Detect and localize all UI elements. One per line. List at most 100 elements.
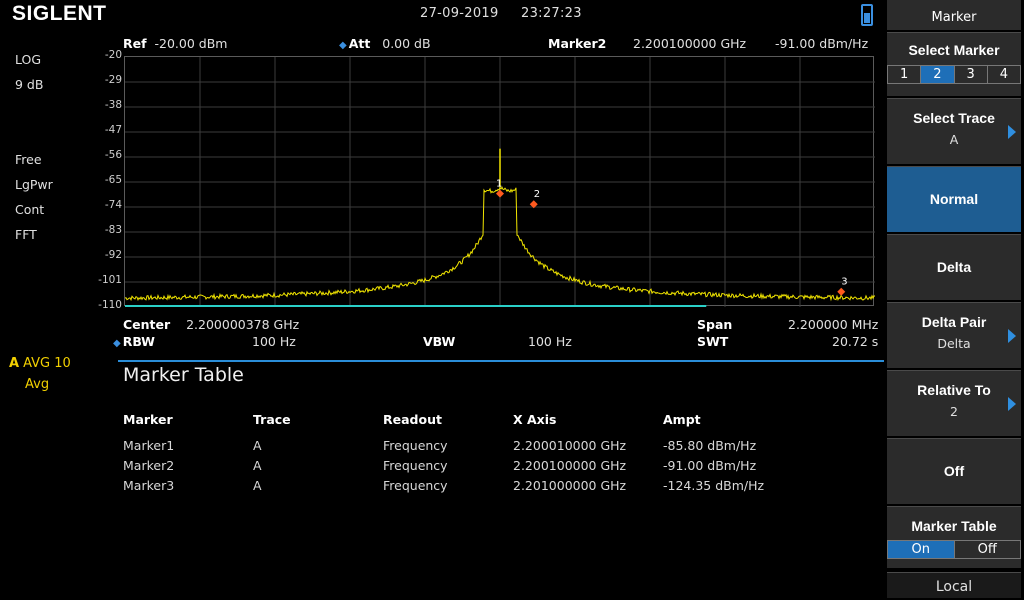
- col-header: X Axis: [513, 412, 557, 427]
- cell: 2.201000000 GHz: [513, 478, 627, 493]
- marker-table-off[interactable]: Off: [977, 542, 997, 557]
- trace-a-line: [125, 186, 875, 302]
- table-row[interactable]: Marker3 A Frequency 2.201000000 GHz -124…: [123, 478, 823, 498]
- marker-table-label: Marker Table: [911, 518, 997, 534]
- y-tick-label: -47: [104, 124, 122, 136]
- normal-key[interactable]: Normal: [887, 166, 1021, 232]
- col-header: Readout: [383, 412, 442, 427]
- cell: Frequency: [383, 438, 448, 453]
- select-trace-label: Select Trace: [913, 110, 995, 126]
- vbw-value: 100 Hz: [528, 334, 572, 349]
- marker-off-key[interactable]: Off: [887, 438, 1021, 504]
- auto-diamond-icon: ◆: [113, 338, 121, 349]
- marker-label: 1: [496, 179, 502, 190]
- marker-diamond: [496, 189, 504, 198]
- active-marker-ampt: -91.00 dBm/Hz: [775, 36, 869, 51]
- siglent-logo: SIGLENT: [12, 2, 107, 25]
- y-tick-label: -56: [104, 149, 122, 161]
- swt-label[interactable]: SWT: [697, 334, 729, 349]
- select-marker-label: Select Marker: [908, 42, 1000, 58]
- delta-key[interactable]: Delta: [887, 234, 1021, 300]
- active-marker-label: Marker2: [548, 36, 607, 51]
- center-label: Center: [123, 317, 171, 332]
- ref-label: Ref: [123, 36, 147, 51]
- marker-option-3[interactable]: 3: [955, 66, 988, 83]
- trigger-status: Free: [15, 152, 42, 167]
- y-tick-label: -110: [98, 299, 122, 311]
- local-key[interactable]: Local: [887, 572, 1021, 598]
- y-tick-label: -29: [104, 74, 122, 86]
- time-text: 23:27:23: [521, 6, 582, 21]
- y-tick-label: -83: [104, 224, 122, 236]
- cell: -124.35 dBm/Hz: [663, 478, 765, 493]
- y-tick-label: -38: [104, 99, 122, 111]
- spectrum-plot: 1 2 3: [125, 57, 875, 307]
- marker-table-toggle[interactable]: On Off: [887, 540, 1021, 559]
- select-trace-value: A: [949, 132, 959, 147]
- detector-status: LgPwr: [15, 177, 53, 192]
- cell: Marker3: [123, 478, 175, 493]
- select-marker-key[interactable]: Select Marker: [887, 32, 1021, 96]
- cell: Frequency: [383, 478, 448, 493]
- ref-value: -20.00 dBm: [154, 36, 228, 51]
- attenuation[interactable]: ◆ Att 0.00 dB: [339, 36, 431, 51]
- marker-diamond: [529, 200, 538, 209]
- scale-div: 9 dB: [15, 77, 44, 92]
- marker-option-1[interactable]: 1: [888, 66, 922, 83]
- cell: Frequency: [383, 458, 448, 473]
- center-freq[interactable]: Center 2.200000378 GHz: [123, 317, 299, 332]
- sweep-mode-status: FFT: [15, 227, 37, 242]
- marker-option-2[interactable]: 2: [921, 66, 955, 83]
- marker-table-on[interactable]: On: [888, 541, 955, 558]
- submenu-arrow-icon: [1008, 329, 1016, 343]
- marker-table-title: Marker Table: [123, 364, 244, 386]
- swt-value: 20.72 s: [832, 334, 879, 349]
- softkey-panel: Marker Select Marker 1 2 3 4 Select Trac…: [884, 0, 1024, 600]
- ref-level[interactable]: Ref -20.00 dBm: [123, 36, 227, 51]
- cell: -91.00 dBm/Hz: [663, 458, 757, 473]
- marker-table-header: Marker Trace Readout X Axis Ampt: [123, 412, 823, 432]
- delta-pair-value: Delta: [937, 336, 971, 351]
- att-label: Att: [348, 36, 371, 51]
- sweep-status: Cont: [15, 202, 45, 217]
- y-tick-label: -65: [104, 174, 122, 186]
- att-value: 0.00 dB: [382, 36, 431, 51]
- rbw-label[interactable]: ◆ RBW: [113, 334, 155, 349]
- cell: A: [253, 478, 262, 493]
- delta-pair-key[interactable]: Delta Pair Delta: [887, 302, 1021, 368]
- trace-avg: AVG 10: [23, 356, 71, 371]
- relative-to-label: Relative To: [917, 382, 991, 398]
- table-row[interactable]: Marker2 A Frequency 2.200100000 GHz -91.…: [123, 458, 823, 478]
- cell: Marker2: [123, 458, 175, 473]
- col-header: Ampt: [663, 412, 701, 427]
- usb-storage-icon: [861, 4, 873, 26]
- menu-title: Marker: [887, 0, 1021, 30]
- trace-mode: Avg: [25, 377, 50, 392]
- auto-diamond-icon: ◆: [339, 40, 347, 51]
- active-marker-freq: 2.200100000 GHz: [633, 36, 747, 51]
- marker-diamond: [837, 287, 846, 296]
- y-tick-label: -92: [104, 249, 122, 261]
- window-separator: [118, 360, 884, 362]
- table-row[interactable]: Marker1 A Frequency 2.200010000 GHz -85.…: [123, 438, 823, 458]
- datetime: 27-09-2019 23:27:23: [420, 6, 600, 21]
- date-text: 27-09-2019: [420, 6, 499, 21]
- y-tick-label: -101: [98, 274, 122, 286]
- span-label[interactable]: Span: [697, 317, 733, 332]
- cell: A: [253, 438, 262, 453]
- span-value: 2.200000 MHz: [788, 317, 879, 332]
- submenu-arrow-icon: [1008, 125, 1016, 139]
- spectrum-graticule[interactable]: 1 2 3: [124, 56, 875, 307]
- col-header: Marker: [123, 412, 173, 427]
- rbw-value: 100 Hz: [252, 334, 296, 349]
- cell: Marker1: [123, 438, 175, 453]
- cell: A: [253, 458, 262, 473]
- cell: -85.80 dBm/Hz: [663, 438, 757, 453]
- select-marker-options[interactable]: 1 2 3 4: [887, 65, 1021, 84]
- relative-to-key[interactable]: Relative To 2: [887, 370, 1021, 436]
- vbw-label[interactable]: VBW: [423, 334, 456, 349]
- select-trace-key[interactable]: Select Trace A: [887, 98, 1021, 164]
- cell: 2.200100000 GHz: [513, 458, 627, 473]
- submenu-arrow-icon: [1008, 397, 1016, 411]
- marker-option-4[interactable]: 4: [999, 67, 1009, 82]
